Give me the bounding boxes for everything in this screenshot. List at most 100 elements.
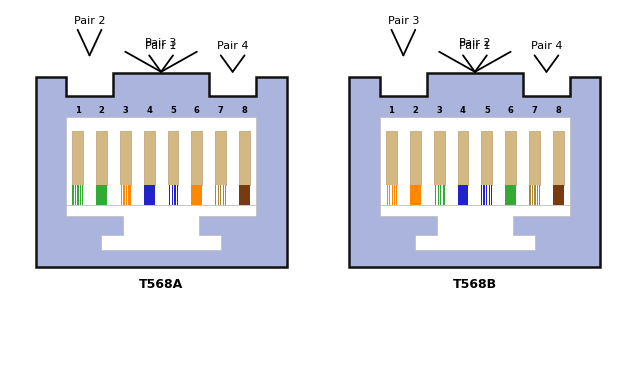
Polygon shape bbox=[36, 74, 287, 267]
Polygon shape bbox=[349, 74, 600, 267]
Text: 4: 4 bbox=[146, 106, 152, 116]
Bar bbox=[168, 186, 169, 205]
Text: 6: 6 bbox=[508, 106, 514, 116]
Bar bbox=[219, 186, 220, 205]
Text: Pair 1: Pair 1 bbox=[459, 41, 490, 51]
Bar bbox=[531, 186, 532, 205]
Bar bbox=[434, 186, 435, 205]
Bar bbox=[239, 186, 250, 205]
Text: Pair 2: Pair 2 bbox=[74, 16, 106, 26]
Text: T568B: T568B bbox=[453, 278, 497, 291]
Bar bbox=[216, 186, 217, 205]
Bar bbox=[506, 186, 516, 205]
Bar bbox=[127, 186, 128, 205]
Bar bbox=[122, 186, 123, 205]
Text: 8: 8 bbox=[555, 106, 562, 116]
Bar bbox=[125, 186, 126, 205]
Bar bbox=[506, 131, 516, 186]
Bar bbox=[390, 186, 391, 205]
Bar bbox=[391, 186, 392, 205]
Bar bbox=[175, 186, 176, 205]
Bar bbox=[96, 186, 107, 205]
Bar bbox=[81, 186, 82, 205]
Bar bbox=[434, 131, 445, 186]
Bar bbox=[529, 186, 540, 205]
Bar bbox=[176, 186, 177, 205]
Text: 2: 2 bbox=[412, 106, 418, 116]
Text: Pair 3: Pair 3 bbox=[388, 16, 419, 26]
Bar bbox=[120, 131, 130, 186]
Bar bbox=[191, 131, 202, 186]
Bar bbox=[393, 186, 394, 205]
Text: Pair 2: Pair 2 bbox=[459, 37, 490, 47]
Bar bbox=[553, 131, 563, 186]
Bar bbox=[168, 186, 178, 205]
Bar bbox=[216, 131, 226, 186]
Bar bbox=[388, 186, 389, 205]
Text: Pair 1: Pair 1 bbox=[146, 41, 177, 51]
Bar bbox=[73, 186, 74, 205]
Bar bbox=[395, 186, 396, 205]
Bar bbox=[171, 186, 172, 205]
Bar bbox=[534, 186, 536, 205]
Bar bbox=[239, 131, 250, 186]
Bar bbox=[74, 186, 75, 205]
Bar bbox=[191, 186, 202, 205]
Bar bbox=[66, 117, 256, 205]
Bar bbox=[533, 186, 534, 205]
Text: 3: 3 bbox=[436, 106, 442, 116]
Bar bbox=[490, 186, 491, 205]
Bar bbox=[386, 186, 397, 205]
Text: 4: 4 bbox=[460, 106, 466, 116]
Text: 5: 5 bbox=[484, 106, 490, 116]
Polygon shape bbox=[66, 205, 256, 250]
Bar bbox=[553, 186, 563, 205]
Text: 8: 8 bbox=[242, 106, 247, 116]
Bar bbox=[436, 186, 437, 205]
Bar bbox=[410, 186, 420, 205]
Bar bbox=[173, 186, 174, 205]
Text: 5: 5 bbox=[170, 106, 176, 116]
Text: Pair 4: Pair 4 bbox=[530, 41, 562, 51]
Text: 7: 7 bbox=[218, 106, 224, 116]
Bar bbox=[434, 186, 445, 205]
Text: 1: 1 bbox=[389, 106, 394, 116]
Bar bbox=[144, 131, 155, 186]
Bar bbox=[481, 131, 492, 186]
Bar bbox=[488, 186, 489, 205]
Bar bbox=[224, 186, 225, 205]
Text: 6: 6 bbox=[194, 106, 200, 116]
Text: Pair 3: Pair 3 bbox=[146, 37, 177, 47]
Text: 3: 3 bbox=[123, 106, 128, 116]
Text: T568A: T568A bbox=[139, 278, 183, 291]
Bar bbox=[487, 186, 488, 205]
Bar bbox=[485, 186, 486, 205]
Bar bbox=[386, 131, 397, 186]
Bar bbox=[380, 117, 570, 205]
Bar bbox=[168, 131, 178, 186]
Bar bbox=[538, 186, 539, 205]
Bar bbox=[76, 186, 77, 205]
Bar bbox=[120, 186, 121, 205]
Bar bbox=[96, 131, 107, 186]
Bar bbox=[120, 186, 130, 205]
Text: 1: 1 bbox=[74, 106, 81, 116]
Bar bbox=[483, 186, 485, 205]
Bar bbox=[458, 131, 468, 186]
Bar bbox=[73, 186, 83, 205]
Text: 7: 7 bbox=[532, 106, 537, 116]
Polygon shape bbox=[380, 205, 570, 250]
Bar bbox=[439, 186, 440, 205]
Bar bbox=[410, 131, 420, 186]
Bar bbox=[73, 131, 83, 186]
Bar bbox=[216, 186, 226, 205]
Bar bbox=[458, 186, 468, 205]
Text: Pair 4: Pair 4 bbox=[217, 41, 249, 51]
Bar bbox=[123, 186, 125, 205]
Bar bbox=[481, 186, 492, 205]
Bar bbox=[482, 186, 483, 205]
Text: 2: 2 bbox=[99, 106, 104, 116]
Bar bbox=[529, 131, 540, 186]
Bar bbox=[128, 186, 130, 205]
Bar bbox=[144, 186, 155, 205]
